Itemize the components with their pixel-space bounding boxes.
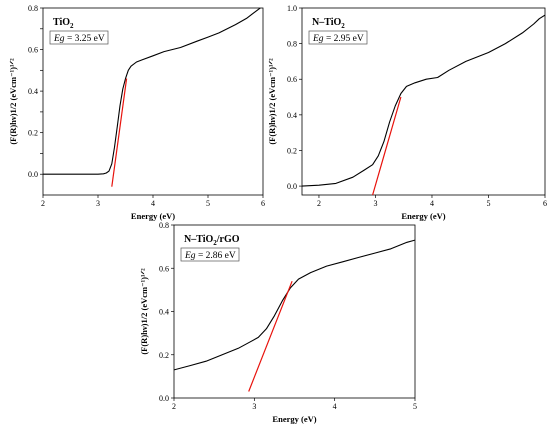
- bandgap-box: [308, 30, 368, 45]
- bandgap-value: = 2.86 eV: [196, 251, 236, 261]
- chart-panel-2: 2 3 4 5 6 0.0 0.2 0.4 0.6 0.8 1.0 Energy (eV) (F(R)h…: [267, 4, 547, 221]
- bandgap-value: = 2.95 eV: [324, 34, 364, 44]
- y-axis-title: (F(R)hν)1/2 (eVcm⁻¹)¹ᐟ²: [267, 58, 277, 145]
- y-tick-label: 0.6: [159, 264, 169, 273]
- y-tick-label: 0.6: [287, 75, 297, 84]
- x-tick-label: 3: [96, 199, 100, 208]
- sample-title-main: N–TiO: [184, 234, 213, 245]
- chart-panel-1: 2 3 4 5 6 0.0 0.2 0.4 0.6 0.8 Energy (eV) (F(R)hν)1…: [8, 4, 265, 221]
- sample-title-subscript: 2: [213, 239, 217, 247]
- y-tick-label: 0.8: [28, 4, 38, 13]
- y-tick-label: 0.2: [287, 146, 297, 155]
- sample-title-main: TiO: [53, 17, 70, 28]
- x-tick-label: 2: [317, 199, 321, 208]
- y-axis-title: (F(R)hν)1/2 (eVcm⁻¹)¹ᐟ²: [139, 268, 149, 355]
- x-tick-label: 6: [261, 199, 265, 208]
- sample-title: N–TiO2: [312, 17, 345, 30]
- x-tick-label: 2: [172, 402, 176, 411]
- y-tick-label: 0.0: [159, 394, 169, 403]
- tangent-fit-line: [372, 96, 402, 195]
- y-tick-label: 1.0: [287, 4, 297, 13]
- x-tick-label: 2: [41, 199, 45, 208]
- y-tick-label: 0.4: [28, 87, 38, 96]
- bandgap-symbol: Eg: [184, 251, 196, 261]
- chart-panel-3: 2 3 4 5 0.0 0.2 0.4 0.6 0.8 Energy (eV) (F(R)hν)1/…: [139, 221, 417, 424]
- bandgap-symbol: Eg: [53, 34, 65, 44]
- x-tick-label: 6: [543, 199, 547, 208]
- tangent-fit-line: [248, 280, 293, 392]
- x-tick-label: 5: [486, 199, 490, 208]
- x-tick-label: 3: [252, 402, 256, 411]
- x-axis-title: Energy (eV): [401, 211, 445, 221]
- x-tick-label: 4: [151, 199, 155, 208]
- plot-frame: [301, 7, 546, 196]
- bandgap-symbol: Eg: [312, 34, 324, 44]
- y-tick-label: 0.6: [28, 46, 38, 55]
- x-tick-label: 4: [430, 199, 434, 208]
- bandgap-value: = 3.25 eV: [65, 34, 105, 44]
- x-tick-label: 3: [373, 199, 377, 208]
- x-tick-label: 4: [333, 402, 337, 411]
- spectrum-curve: [43, 8, 262, 175]
- bandgap-label: Eg = 2.86 eV: [184, 251, 236, 261]
- sample-title: TiO2: [53, 17, 74, 30]
- y-tick-label: 0.4: [287, 111, 297, 120]
- x-axis-title: Energy (eV): [131, 211, 175, 221]
- x-tick-label: 5: [206, 199, 210, 208]
- y-axis-title: (F(R)hν)1/2 (eVcm⁻¹)¹ᐟ²: [8, 58, 18, 145]
- bandgap-label: Eg = 2.95 eV: [312, 34, 364, 44]
- x-tick-label: 5: [413, 402, 417, 411]
- bandgap-label: Eg = 3.25 eV: [53, 34, 105, 44]
- y-tick-label: 0.2: [28, 129, 38, 138]
- bandgap-box: [180, 247, 240, 262]
- y-tick-label: 0.8: [287, 40, 297, 49]
- x-axis-title: Energy (eV): [272, 414, 316, 424]
- sample-title: N–TiO2/rGO: [184, 234, 240, 247]
- sample-title-subscript: 2: [341, 22, 345, 30]
- sample-title-suffix: /rGO: [216, 234, 240, 245]
- spectrum-curve: [302, 14, 545, 187]
- tangent-fit-line: [111, 78, 128, 187]
- y-tick-label: 0.2: [159, 351, 169, 360]
- y-tick-label: 0.8: [159, 221, 169, 230]
- y-tick-label: 0.0: [28, 170, 38, 179]
- y-tick-label: 0.0: [287, 182, 297, 191]
- sample-title-subscript: 2: [70, 22, 74, 30]
- bandgap-box: [49, 30, 109, 45]
- sample-title-main: N–TiO: [312, 17, 341, 28]
- y-tick-label: 0.4: [159, 308, 169, 317]
